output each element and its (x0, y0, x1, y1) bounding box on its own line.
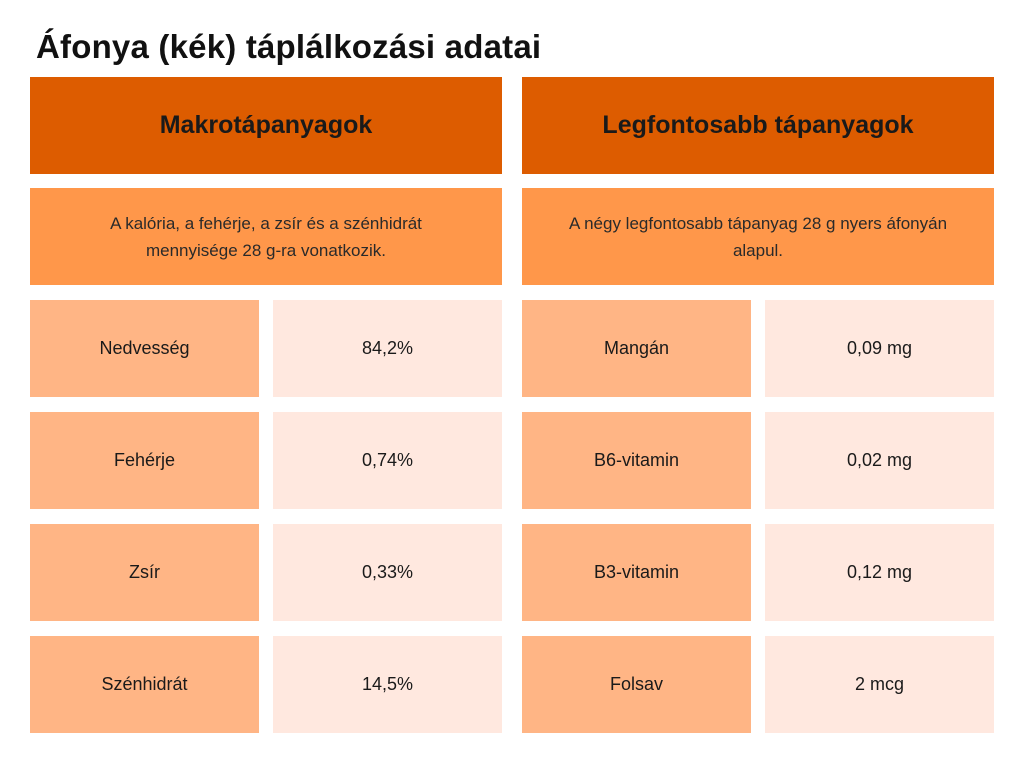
row-label: Fehérje (30, 412, 259, 509)
table-row: Fehérje 0,74% (30, 412, 502, 509)
row-value: 2 mcg (765, 636, 994, 733)
row-value: 0,12 mg (765, 524, 994, 621)
table-row: Zsír 0,33% (30, 524, 502, 621)
row-label: B6-vitamin (522, 412, 751, 509)
table-row: Folsav 2 mcg (522, 636, 994, 733)
row-label: Szénhidrát (30, 636, 259, 733)
row-label: Nedvesség (30, 300, 259, 397)
key-nutrients-table: Mangán 0,09 mg B6-vitamin 0,02 mg B3-vit… (522, 300, 994, 733)
row-label: Zsír (30, 524, 259, 621)
macronutrients-note: A kalória, a fehérje, a zsír és a szénhi… (30, 188, 502, 285)
table-row: B3-vitamin 0,12 mg (522, 524, 994, 621)
table-row: Mangán 0,09 mg (522, 300, 994, 397)
macronutrients-header: Makrotápanyagok (30, 77, 502, 174)
table-row: B6-vitamin 0,02 mg (522, 412, 994, 509)
key-nutrients-note: A négy legfontosabb tápanyag 28 g nyers … (522, 188, 994, 285)
row-value: 0,74% (273, 412, 502, 509)
row-value: 0,33% (273, 524, 502, 621)
table-row: Szénhidrát 14,5% (30, 636, 502, 733)
page-title: Áfonya (kék) táplálkozási adatai (36, 28, 542, 65)
row-value: 0,09 mg (765, 300, 994, 397)
row-label: Folsav (522, 636, 751, 733)
key-nutrients-header: Legfontosabb tápanyagok (522, 77, 994, 174)
key-nutrients-panel: Legfontosabb tápanyagok A négy legfontos… (522, 77, 994, 733)
macronutrients-panel: Makrotápanyagok A kalória, a fehérje, a … (30, 77, 502, 733)
row-label: Mangán (522, 300, 751, 397)
table-row: Nedvesség 84,2% (30, 300, 502, 397)
row-label: B3-vitamin (522, 524, 751, 621)
row-value: 84,2% (273, 300, 502, 397)
row-value: 14,5% (273, 636, 502, 733)
macronutrients-table: Nedvesség 84,2% Fehérje 0,74% Zsír 0,33%… (30, 300, 502, 733)
row-value: 0,02 mg (765, 412, 994, 509)
